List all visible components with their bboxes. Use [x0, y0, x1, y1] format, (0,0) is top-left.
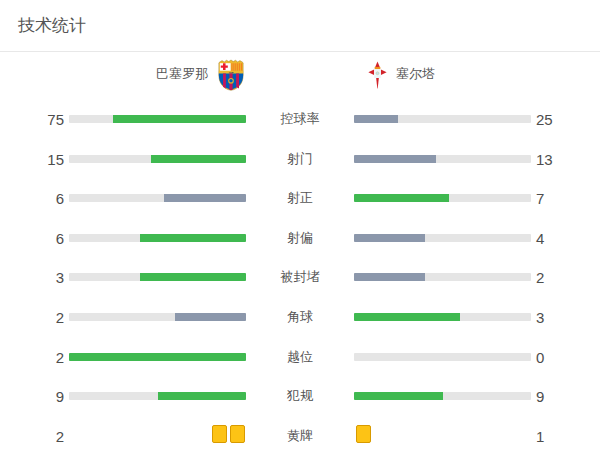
svg-text:FCB: FCB — [229, 71, 234, 73]
